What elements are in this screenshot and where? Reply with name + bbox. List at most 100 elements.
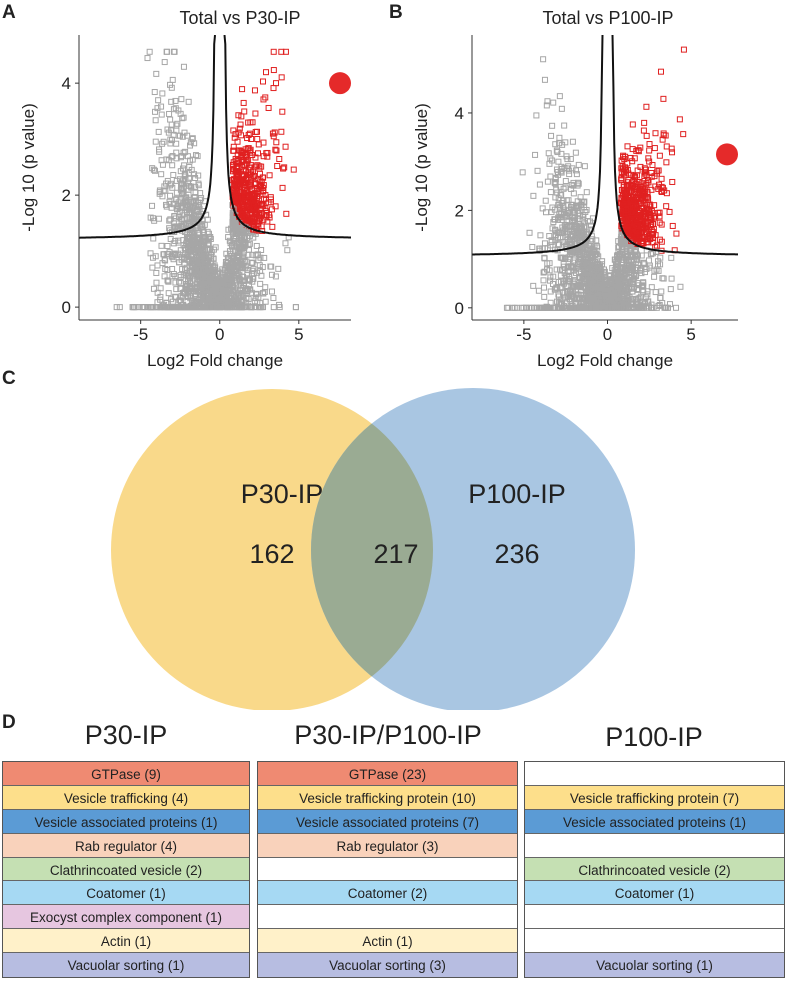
point — [555, 202, 562, 209]
point — [536, 245, 543, 252]
point — [159, 260, 166, 267]
point — [227, 263, 234, 270]
point — [561, 263, 568, 270]
point — [232, 221, 239, 228]
point — [162, 187, 169, 194]
point — [233, 254, 240, 261]
category-row: Vacuolar sorting (1) — [525, 953, 784, 978]
point — [193, 265, 200, 272]
point — [637, 267, 644, 274]
point — [551, 216, 558, 223]
point — [177, 280, 184, 287]
point — [276, 304, 283, 311]
point — [606, 280, 613, 287]
point — [586, 218, 593, 225]
point — [243, 294, 250, 301]
point — [167, 235, 174, 242]
enriched-point — [264, 153, 271, 160]
enriched-point — [640, 212, 647, 219]
point — [559, 267, 566, 274]
point — [644, 291, 651, 298]
point — [158, 103, 165, 110]
enriched-point — [274, 163, 281, 170]
point — [167, 116, 174, 123]
enriched-point — [659, 136, 666, 143]
point — [249, 251, 256, 258]
point — [576, 304, 583, 311]
enriched-point — [230, 176, 237, 183]
enriched-point — [245, 145, 252, 152]
point — [570, 304, 577, 311]
enriched-point — [232, 155, 239, 162]
point — [182, 197, 189, 204]
point — [173, 140, 180, 147]
point — [172, 224, 179, 231]
point — [164, 250, 171, 257]
enriched-point — [252, 110, 259, 117]
point — [144, 55, 151, 62]
point — [217, 304, 224, 311]
point — [509, 304, 516, 311]
point — [188, 166, 195, 173]
volcano-plot-1: -5 0 5 0 2 4 Total vs P30-IP Log2 Fold change -L… — [19, 8, 351, 370]
point — [569, 218, 576, 225]
point — [567, 251, 574, 258]
point — [564, 230, 571, 237]
point — [166, 110, 173, 117]
point — [628, 304, 635, 311]
point — [260, 290, 267, 297]
point — [556, 134, 563, 141]
enriched-point — [268, 206, 275, 213]
point — [229, 293, 236, 300]
enriched-point — [646, 141, 653, 148]
point — [192, 183, 199, 190]
point — [161, 273, 168, 280]
point — [544, 178, 551, 185]
point — [574, 224, 581, 231]
enriched-point — [290, 166, 297, 173]
enriched-point — [619, 211, 626, 218]
point — [194, 208, 201, 215]
point — [543, 102, 550, 109]
enriched-point — [623, 207, 630, 214]
enriched-point — [231, 186, 238, 193]
point — [609, 265, 616, 272]
point — [157, 285, 164, 292]
enriched-point — [269, 130, 276, 137]
point — [189, 231, 196, 238]
point — [190, 297, 197, 304]
point — [559, 141, 566, 148]
point — [153, 269, 160, 276]
point — [150, 304, 157, 311]
category-table-shared: GTPase (23) Vesicle trafficking protein (… — [257, 761, 518, 979]
point — [621, 285, 628, 292]
enriched-point — [265, 104, 272, 111]
point — [259, 264, 266, 271]
point — [196, 230, 203, 237]
point — [537, 232, 544, 239]
enriched-point — [235, 112, 242, 119]
enriched-point — [273, 80, 280, 87]
point — [553, 147, 560, 154]
enriched-point — [230, 159, 237, 166]
point — [614, 289, 621, 296]
enriched-point — [633, 232, 640, 239]
point — [634, 304, 641, 311]
point — [182, 266, 189, 273]
point — [195, 218, 202, 225]
point — [558, 254, 565, 261]
enriched-point — [260, 174, 267, 181]
enriched-point — [230, 143, 237, 150]
point — [640, 287, 647, 294]
point — [204, 228, 211, 235]
point — [150, 285, 157, 292]
point — [139, 304, 146, 311]
point — [174, 120, 181, 127]
point — [649, 250, 656, 257]
point — [150, 166, 157, 173]
category-row — [525, 905, 784, 930]
point — [232, 231, 239, 238]
category-row — [525, 762, 784, 786]
point — [191, 245, 198, 252]
point — [668, 254, 675, 261]
